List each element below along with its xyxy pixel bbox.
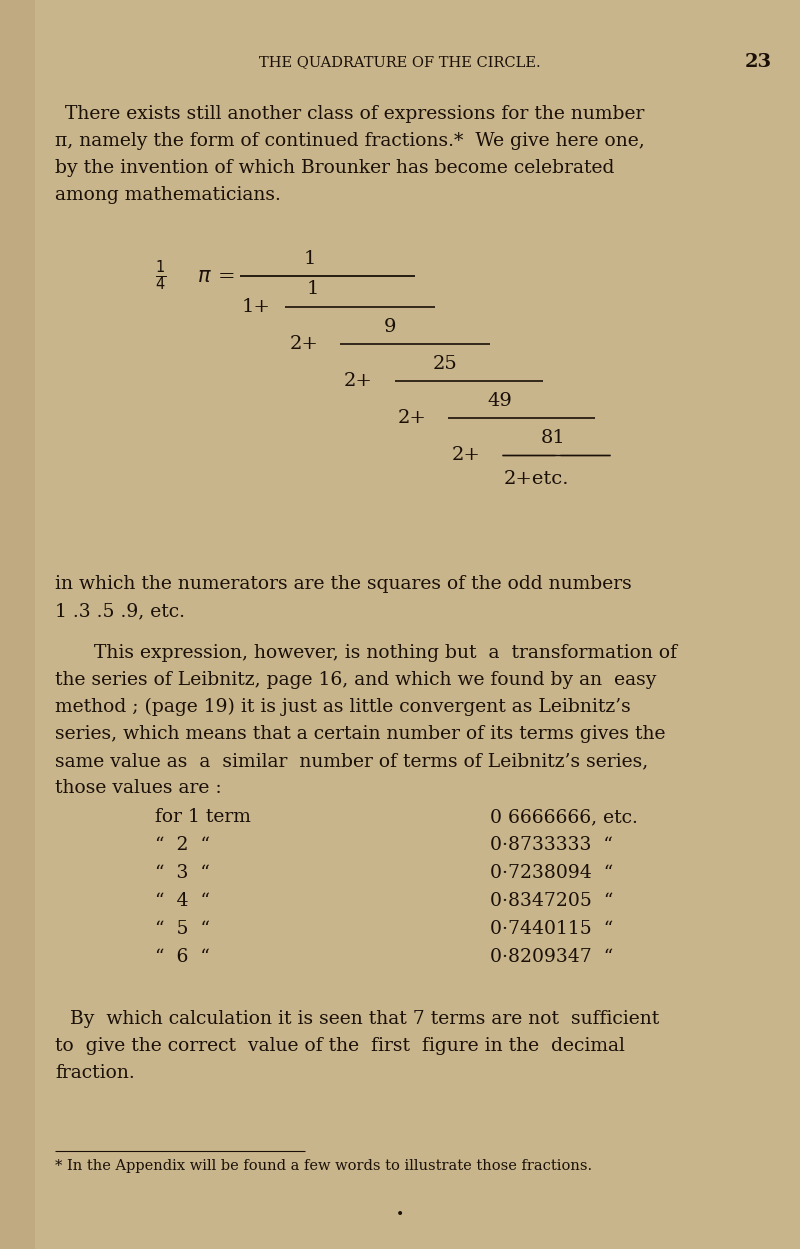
Text: the series of Leibnitz, page 16, and which we found by an  easy: the series of Leibnitz, page 16, and whi…	[55, 671, 656, 689]
Text: THE QUADRATURE OF THE CIRCLE.: THE QUADRATURE OF THE CIRCLE.	[259, 55, 541, 69]
Text: 23: 23	[745, 52, 772, 71]
Text: 0·7440115  “: 0·7440115 “	[490, 921, 614, 938]
Text: to  give the correct  value of the  first  figure in the  decimal: to give the correct value of the first f…	[55, 1037, 625, 1055]
Text: “  5  “: “ 5 “	[155, 921, 210, 938]
Bar	[0, 0, 35, 1249]
Text: 0·8347205  “: 0·8347205 “	[490, 892, 614, 911]
Text: =: =	[218, 266, 236, 286]
Text: 2+: 2+	[290, 335, 319, 353]
Text: 2+: 2+	[452, 446, 481, 463]
Text: “  2  “: “ 2 “	[155, 836, 210, 854]
Text: By  which calculation it is seen that 7 terms are not  sufficient: By which calculation it is seen that 7 t…	[70, 1010, 659, 1028]
Text: method ; (page 19) it is just as little convergent as Leibnitz’s: method ; (page 19) it is just as little …	[55, 698, 630, 716]
Text: •: •	[396, 1208, 404, 1222]
Text: $\pi$: $\pi$	[197, 266, 212, 286]
Text: by the invention of which Brounker has become celebrated: by the invention of which Brounker has b…	[55, 159, 614, 177]
Text: 1: 1	[307, 280, 319, 299]
Text: 0·7238094  “: 0·7238094 “	[490, 864, 614, 882]
Text: 49: 49	[487, 392, 513, 410]
Text: 2+etc.: 2+etc.	[504, 470, 570, 488]
Text: π, namely the form of continued fractions.*  We give here one,: π, namely the form of continued fraction…	[55, 132, 645, 150]
Text: for 1 term: for 1 term	[155, 808, 251, 826]
Text: “  4  “: “ 4 “	[155, 892, 210, 911]
Text: 0·8733333  “: 0·8733333 “	[490, 836, 613, 854]
Text: This expression, however, is nothing but  a  transformation of: This expression, however, is nothing but…	[70, 644, 677, 662]
Text: * In the Appendix will be found a few words to illustrate those fractions.: * In the Appendix will be found a few wo…	[55, 1159, 592, 1173]
Text: 81: 81	[541, 428, 566, 447]
Text: “  6  “: “ 6 “	[155, 948, 210, 965]
Text: 1+: 1+	[242, 299, 271, 316]
Text: series, which means that a certain number of its terms gives the: series, which means that a certain numbe…	[55, 724, 666, 743]
Text: 2+: 2+	[344, 372, 373, 390]
Text: among mathematicians.: among mathematicians.	[55, 186, 281, 204]
Text: 25: 25	[433, 355, 458, 373]
Text: 1: 1	[304, 250, 316, 269]
Text: “  3  “: “ 3 “	[155, 864, 210, 882]
Text: fraction.: fraction.	[55, 1064, 134, 1082]
Text: 0·8209347  “: 0·8209347 “	[490, 948, 614, 965]
Text: $\frac{1}{4}$: $\frac{1}{4}$	[155, 259, 166, 294]
Text: There exists still another class of expressions for the number: There exists still another class of expr…	[65, 105, 644, 122]
Text: those values are :: those values are :	[55, 779, 222, 797]
Text: 9: 9	[384, 318, 396, 336]
Text: same value as  a  similar  number of terms of Leibnitz’s series,: same value as a similar number of terms …	[55, 752, 648, 769]
Text: 2+: 2+	[398, 408, 427, 427]
Text: 1 .3 .5 .9, etc.: 1 .3 .5 .9, etc.	[55, 602, 185, 620]
Text: in which the numerators are the squares of the odd numbers: in which the numerators are the squares …	[55, 575, 632, 593]
Text: 0 6666666, etc.: 0 6666666, etc.	[490, 808, 638, 826]
